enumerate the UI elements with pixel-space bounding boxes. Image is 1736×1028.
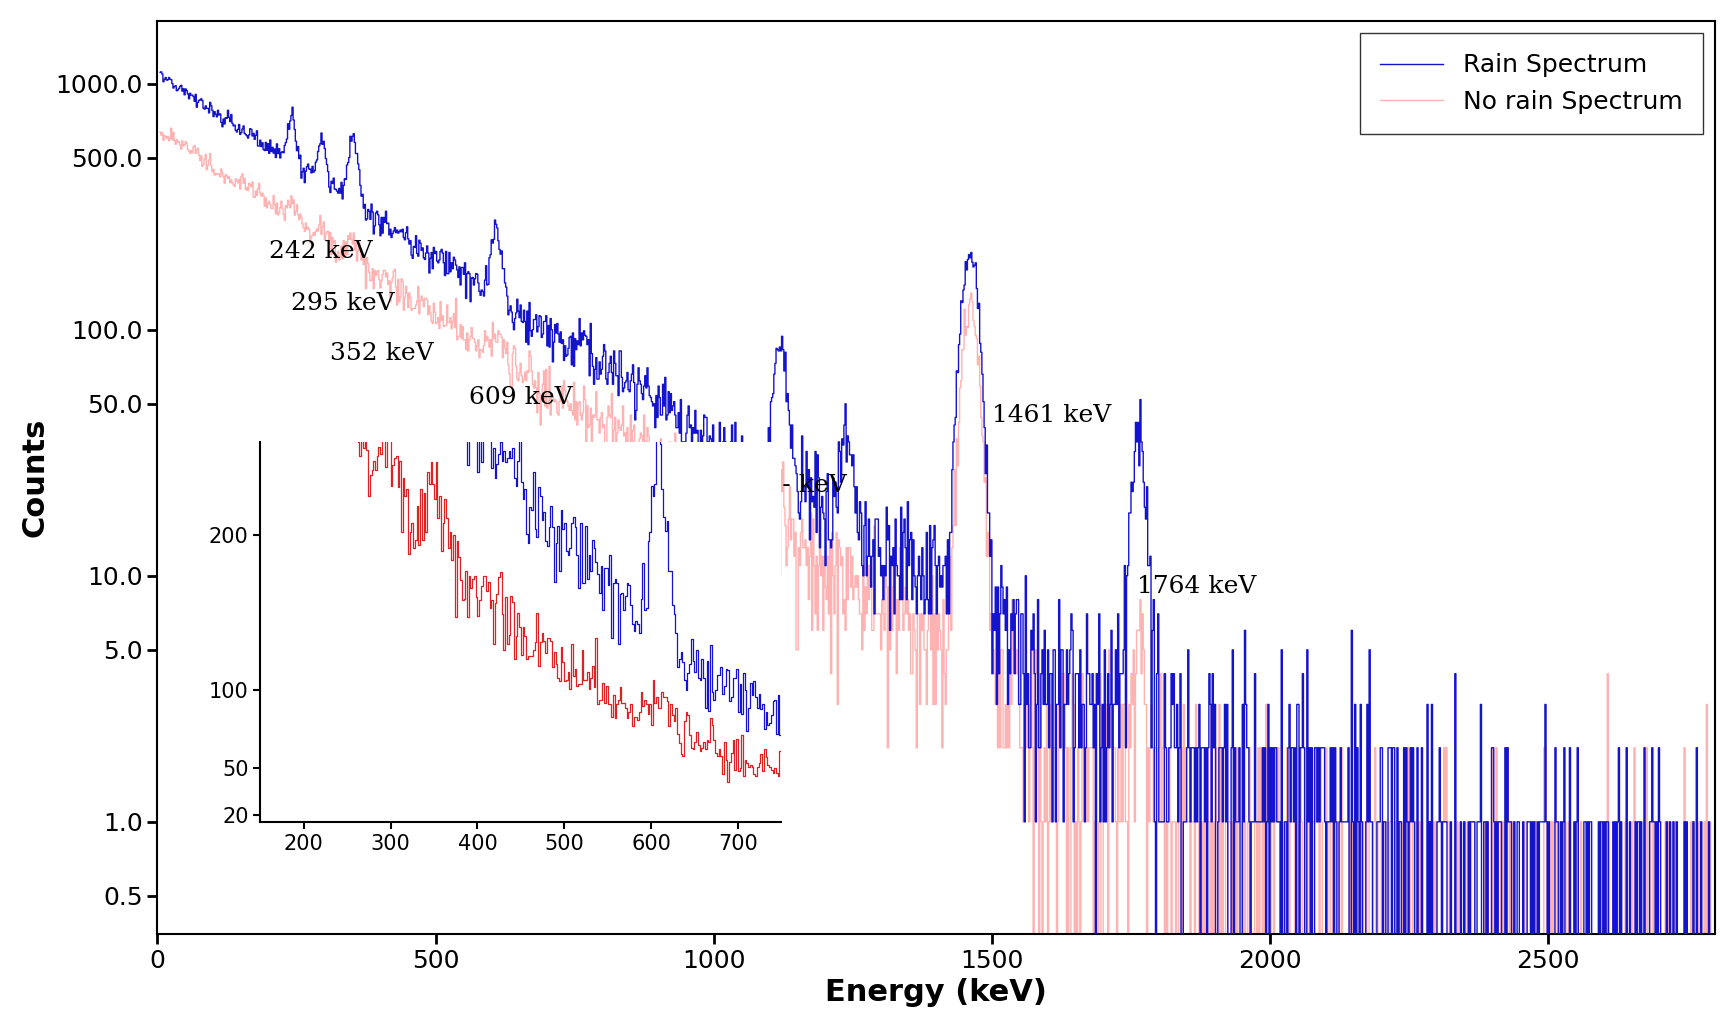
Text: 295 keV: 295 keV <box>292 292 394 316</box>
Line: Rain Spectrum: Rain Spectrum <box>160 72 1715 951</box>
No rain Spectrum <box>573 406 594 418</box>
No rain Spectrum <box>149 125 170 138</box>
Rain Spectrum <box>1705 945 1726 957</box>
No rain Spectrum <box>1571 815 1592 828</box>
Rain Spectrum <box>1571 945 1592 957</box>
Text: 1461 keV: 1461 keV <box>991 404 1111 428</box>
Line: No rain Spectrum: No rain Spectrum <box>160 128 1715 951</box>
Rain Spectrum <box>1085 945 1106 957</box>
Text: 352 keV: 352 keV <box>330 342 434 365</box>
Text: 242 keV: 242 keV <box>269 241 372 263</box>
Y-axis label: Counts: Counts <box>21 417 50 537</box>
No rain Spectrum <box>161 122 182 135</box>
Rain Spectrum <box>151 66 172 78</box>
Text: 1120- keV: 1120- keV <box>719 474 847 497</box>
No rain Spectrum <box>1023 945 1043 957</box>
Legend: Rain Spectrum, No rain Spectrum: Rain Spectrum, No rain Spectrum <box>1361 33 1703 134</box>
Text: 1764 keV: 1764 keV <box>1137 575 1255 598</box>
Rain Spectrum <box>1212 741 1233 754</box>
Rain Spectrum <box>149 66 170 78</box>
No rain Spectrum <box>1705 815 1726 828</box>
Rain Spectrum <box>224 119 245 132</box>
No rain Spectrum <box>224 179 245 191</box>
X-axis label: Energy (keV): Energy (keV) <box>825 979 1047 1007</box>
Text: 609 keV: 609 keV <box>469 386 573 409</box>
Rain Spectrum <box>719 455 740 468</box>
No rain Spectrum <box>1340 945 1361 957</box>
Rain Spectrum <box>573 334 594 346</box>
No rain Spectrum <box>1212 741 1233 754</box>
No rain Spectrum <box>719 513 740 525</box>
Rain Spectrum <box>1340 945 1361 957</box>
